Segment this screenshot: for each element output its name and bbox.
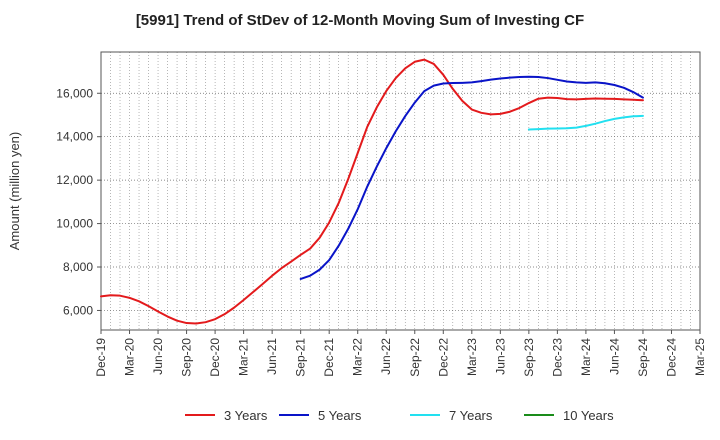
x-tick-label: Sep-23: [522, 338, 536, 377]
x-tick-label: Sep-24: [636, 338, 650, 377]
legend-label: 10 Years: [563, 408, 614, 423]
x-tick-label: Jun-20: [151, 338, 165, 375]
x-tick-labels: Dec-19 Mar-20 Jun-20 Sep-20 Dec-20 Mar-21 Jun-…: [94, 330, 707, 377]
x-tick-label: Dec-23: [550, 338, 564, 377]
grid-layer: [101, 52, 700, 330]
x-tick-label: Jun-22: [379, 338, 393, 375]
x-tick-label: Mar-21: [237, 338, 251, 376]
x-tick-label: Mar-25: [693, 338, 707, 376]
x-tick-label: Dec-19: [94, 338, 108, 377]
series-line-5-years: [299, 75, 644, 280]
series-line-7-years: [527, 114, 644, 131]
y-tick-labels: 6,000 8,000 10,000 12,000 14,000 16,000: [56, 86, 101, 317]
legend-label: 3 Years: [224, 408, 268, 423]
x-tick-label: Mar-23: [465, 338, 479, 376]
x-tick-label: Jun-24: [607, 338, 621, 375]
x-tick-label: Dec-21: [322, 338, 336, 377]
legend-label: 5 Years: [318, 408, 362, 423]
chart-title: [5991] Trend of StDev of 12-Month Moving…: [135, 12, 585, 29]
x-tick-label: Dec-24: [664, 338, 678, 377]
y-tick-label: 14,000: [56, 130, 93, 144]
x-tick-label: Sep-20: [180, 338, 194, 377]
legend-label: 7 Years: [449, 408, 493, 423]
y-axis-label: Amount (million yen): [7, 132, 22, 251]
x-tick-label: Jun-23: [493, 338, 507, 375]
series-line-3-years: [100, 58, 644, 325]
x-tick-label: Jun-21: [265, 338, 279, 375]
series-layer: [100, 58, 644, 325]
legend: 3 Years 5 Years 7 Years 10 Years: [185, 408, 614, 423]
x-tick-label: Dec-22: [436, 338, 450, 377]
x-tick-label: Dec-20: [208, 338, 222, 377]
x-tick-label: Sep-22: [408, 338, 422, 377]
plot-frame: [100, 51, 701, 331]
y-tick-label: 6,000: [63, 303, 93, 317]
x-tick-label: Mar-22: [351, 338, 365, 376]
y-tick-label: 8,000: [63, 260, 93, 274]
x-tick-label: Sep-21: [294, 338, 308, 377]
y-tick-label: 12,000: [56, 173, 93, 187]
y-tick-label: 16,000: [56, 86, 93, 100]
x-tick-label: Mar-24: [579, 338, 593, 376]
y-tick-label: 10,000: [56, 217, 93, 231]
x-tick-label: Mar-20: [123, 338, 137, 376]
